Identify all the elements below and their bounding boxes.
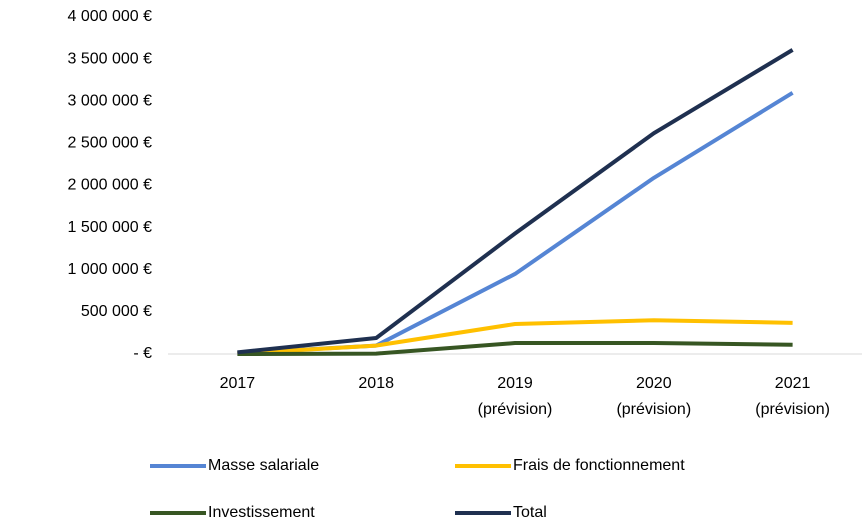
y-tick-label: - € — [133, 345, 152, 362]
y-tick-label: 2 500 000 € — [67, 135, 152, 152]
series-line — [237, 341, 793, 356]
y-tick-label: 1 500 000 € — [67, 219, 152, 236]
legend-label: Investissement — [208, 504, 315, 521]
legend-label: Masse salariale — [208, 457, 319, 474]
y-tick-label: 3 000 000 € — [67, 92, 152, 109]
x-tick-label: 2018 — [358, 375, 394, 392]
legend-label: Total — [513, 504, 547, 521]
series-line — [237, 48, 794, 355]
x-tick-label: 2020 (prévision) — [616, 375, 691, 418]
x-tick-label: 2017 — [220, 375, 256, 392]
y-tick-label: 3 500 000 € — [67, 50, 152, 67]
x-tick-label: 2021 (prévision) — [755, 375, 830, 418]
y-tick-label: 500 000 € — [81, 303, 152, 320]
y-tick-label: 1 000 000 € — [67, 261, 152, 278]
series-line — [237, 91, 794, 356]
series-line — [237, 318, 793, 356]
legend-label: Frais de fonctionnement — [513, 457, 685, 474]
y-tick-label: 4 000 000 € — [67, 8, 152, 25]
y-tick-label: 2 000 000 € — [67, 177, 152, 194]
x-tick-label: 2019 (prévision) — [478, 375, 553, 418]
